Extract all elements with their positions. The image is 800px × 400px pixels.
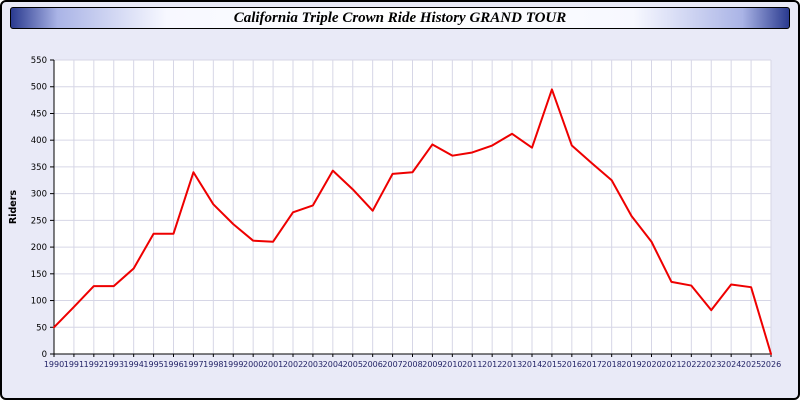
svg-text:2013: 2013 bbox=[502, 360, 522, 369]
svg-text:2000: 2000 bbox=[243, 360, 263, 369]
svg-text:2011: 2011 bbox=[462, 360, 482, 369]
svg-text:2018: 2018 bbox=[601, 360, 621, 369]
svg-text:100: 100 bbox=[31, 297, 47, 307]
svg-text:2001: 2001 bbox=[263, 360, 283, 369]
svg-text:2005: 2005 bbox=[343, 360, 363, 369]
svg-text:450: 450 bbox=[31, 109, 47, 119]
axes bbox=[50, 59, 772, 357]
svg-text:2025: 2025 bbox=[741, 360, 761, 369]
svg-text:1999: 1999 bbox=[223, 360, 243, 369]
title-bar: California Triple Crown Ride History GRA… bbox=[10, 7, 790, 29]
svg-text:1991: 1991 bbox=[64, 360, 84, 369]
svg-text:2015: 2015 bbox=[542, 360, 562, 369]
svg-text:2003: 2003 bbox=[303, 360, 323, 369]
svg-text:2009: 2009 bbox=[422, 360, 442, 369]
svg-text:2012: 2012 bbox=[482, 360, 502, 369]
svg-text:2006: 2006 bbox=[362, 360, 382, 369]
svg-text:1997: 1997 bbox=[183, 360, 203, 369]
svg-text:1996: 1996 bbox=[163, 360, 183, 369]
svg-text:2002: 2002 bbox=[283, 360, 303, 369]
svg-text:250: 250 bbox=[31, 216, 47, 226]
svg-text:50: 50 bbox=[36, 323, 47, 333]
svg-text:2020: 2020 bbox=[641, 360, 661, 369]
svg-text:1994: 1994 bbox=[123, 360, 143, 369]
svg-text:1995: 1995 bbox=[143, 360, 163, 369]
y-axis-labels: 0 50 100 150 200 250 300 350 400 450 500 550 bbox=[31, 56, 47, 360]
svg-text:2010: 2010 bbox=[442, 360, 462, 369]
page-title: California Triple Crown Ride History GRA… bbox=[233, 9, 567, 26]
svg-text:2024: 2024 bbox=[721, 360, 741, 369]
svg-text:1992: 1992 bbox=[84, 360, 104, 369]
svg-text:2016: 2016 bbox=[562, 360, 582, 369]
svg-text:1998: 1998 bbox=[203, 360, 223, 369]
svg-text:2026: 2026 bbox=[761, 360, 781, 369]
svg-text:350: 350 bbox=[31, 163, 47, 173]
svg-text:2004: 2004 bbox=[323, 360, 343, 369]
svg-text:500: 500 bbox=[31, 83, 47, 93]
svg-text:2008: 2008 bbox=[402, 360, 422, 369]
svg-text:2019: 2019 bbox=[621, 360, 641, 369]
svg-text:0: 0 bbox=[42, 350, 47, 360]
svg-text:400: 400 bbox=[31, 136, 47, 146]
svg-text:2007: 2007 bbox=[382, 360, 402, 369]
svg-text:150: 150 bbox=[31, 270, 47, 280]
x-axis-labels: 1990 1991 1992 1993 1994 1995 1996 1997 1998 1999… bbox=[44, 360, 781, 369]
svg-text:2023: 2023 bbox=[701, 360, 721, 369]
y-axis-title: Riders bbox=[8, 190, 19, 225]
svg-text:2017: 2017 bbox=[582, 360, 602, 369]
svg-text:2022: 2022 bbox=[681, 360, 701, 369]
svg-text:2021: 2021 bbox=[661, 360, 681, 369]
svg-text:1990: 1990 bbox=[44, 360, 64, 369]
svg-text:550: 550 bbox=[31, 56, 47, 66]
svg-text:1993: 1993 bbox=[104, 360, 124, 369]
data-line bbox=[53, 88, 772, 355]
svg-text:300: 300 bbox=[31, 190, 47, 200]
svg-text:200: 200 bbox=[31, 243, 47, 253]
svg-text:2014: 2014 bbox=[522, 360, 542, 369]
